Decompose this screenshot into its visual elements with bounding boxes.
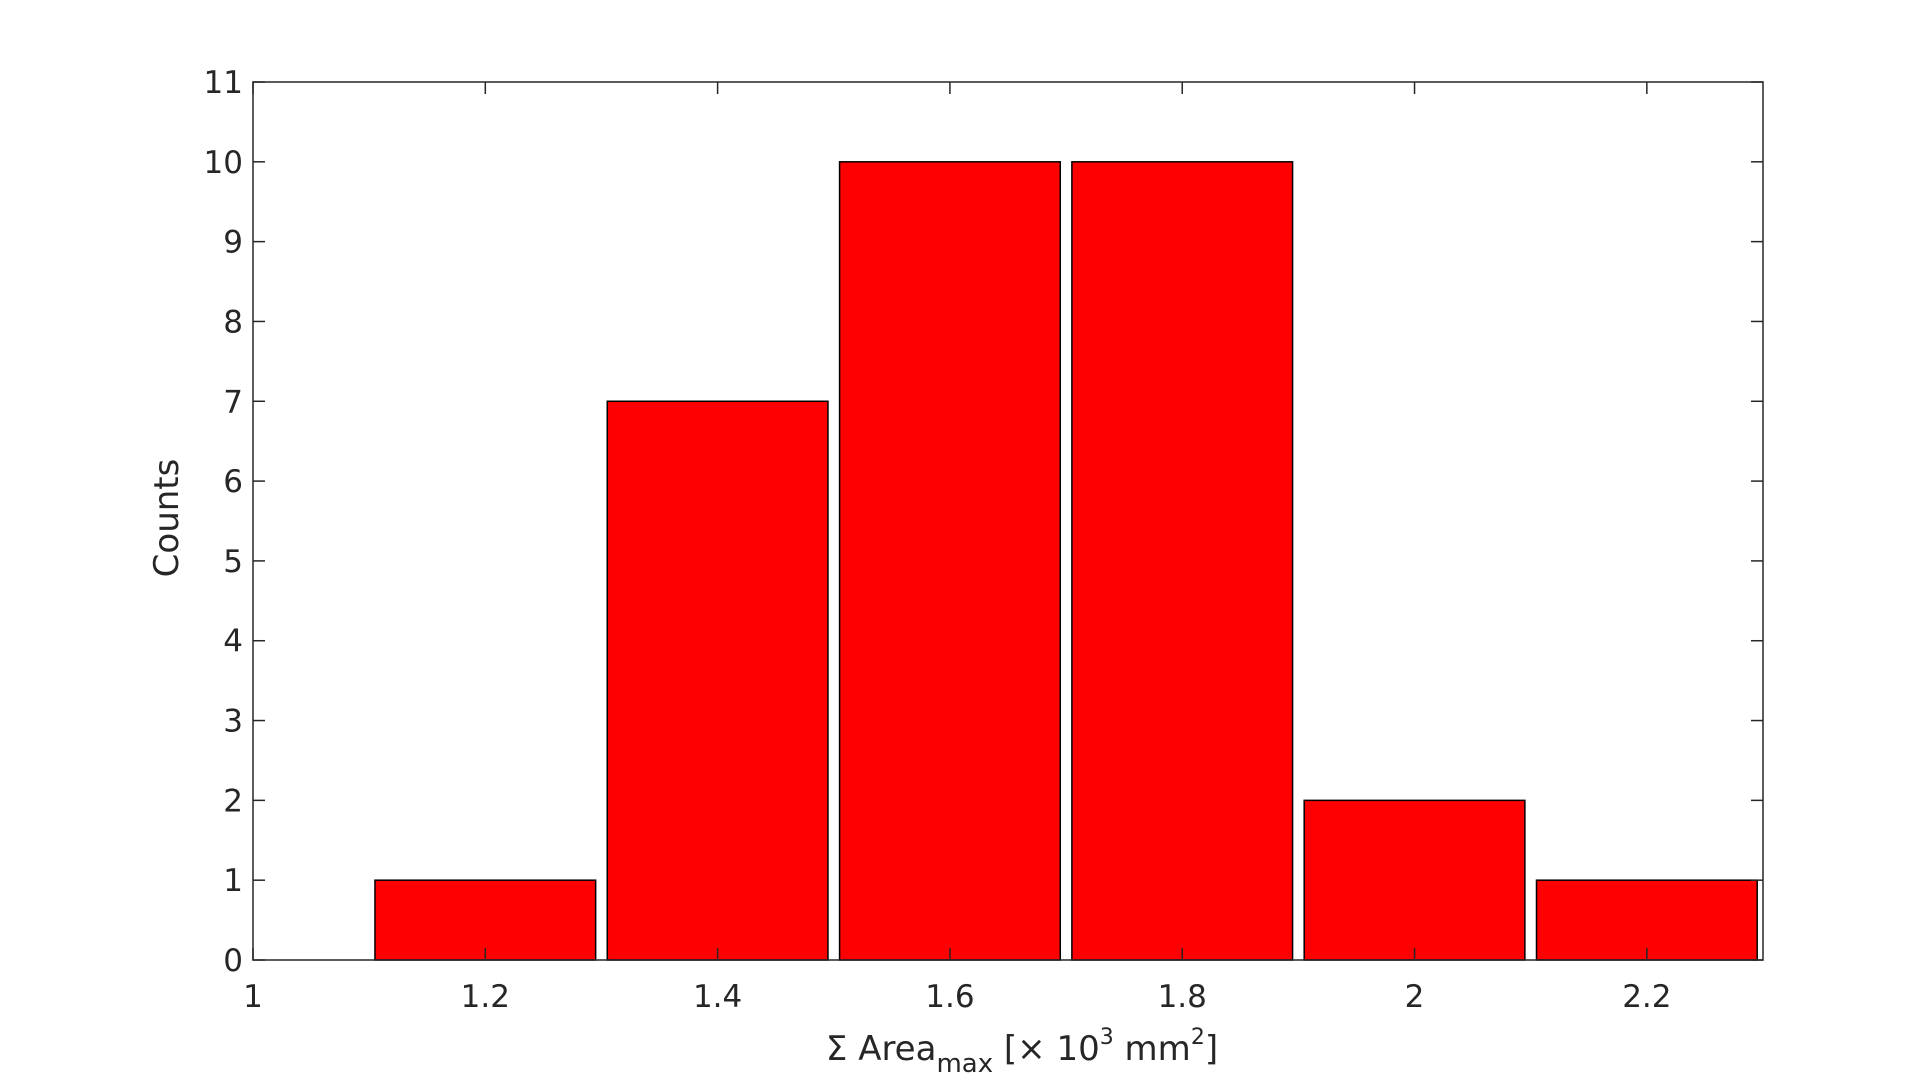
bar-4 — [1071, 161, 1294, 961]
y-tick-labels: 0 1 2 3 4 5 6 7 8 9 10 11 — [204, 65, 243, 979]
y-tick-label: 3 — [223, 704, 243, 740]
y-tick-label: 8 — [223, 304, 243, 340]
x-axis-label-subscript: max — [936, 1049, 993, 1077]
x-axis-label-prefix: Σ Area — [826, 1029, 937, 1069]
x-axis-label-superscript-1: 3 — [1100, 1025, 1114, 1050]
x-tick-label: 1.4 — [693, 979, 742, 1015]
x-tick-label: 2 — [1405, 979, 1425, 1015]
y-tick-label: 5 — [223, 544, 243, 580]
x-tick-labels: 1 1.2 1.4 1.6 1.8 2 2.2 — [243, 979, 1671, 1015]
plot-area-frame — [252, 81, 1764, 961]
y-tick-label: 2 — [223, 783, 243, 819]
bar-2 — [606, 400, 829, 961]
bars-group — [374, 161, 1758, 961]
x-axis-label-unit: mm — [1114, 1029, 1191, 1069]
y-tick-label: 1 — [223, 863, 243, 899]
x-tick-label: 1.2 — [461, 979, 510, 1015]
bar-3 — [838, 161, 1062, 961]
bar-5 — [1303, 799, 1526, 961]
x-tick-label: 1 — [243, 979, 263, 1015]
x-axis-label: Σ Areamax [× 103 mm2] — [826, 1025, 1218, 1077]
y-tick-label: 6 — [223, 464, 243, 500]
x-axis-label-suffix: ] — [1205, 1029, 1218, 1069]
y-tick-label: 11 — [204, 65, 243, 101]
bar-1 — [374, 879, 597, 961]
y-tick-label: 9 — [223, 225, 243, 261]
x-axis-label-middle: [× 10 — [993, 1029, 1100, 1069]
y-tick-label: 7 — [223, 384, 243, 420]
y-tick-label: 10 — [204, 145, 243, 181]
x-tick-label: 1.8 — [1158, 979, 1207, 1015]
x-axis-label-superscript-2: 2 — [1191, 1025, 1205, 1050]
y-tick-label: 4 — [223, 624, 243, 660]
x-tick-label: 1.6 — [925, 979, 974, 1015]
x-tick-label: 2.2 — [1622, 979, 1671, 1015]
bar-6 — [1535, 879, 1758, 961]
y-axis-label: Counts — [147, 459, 187, 578]
y-tick-label: 0 — [223, 943, 243, 979]
